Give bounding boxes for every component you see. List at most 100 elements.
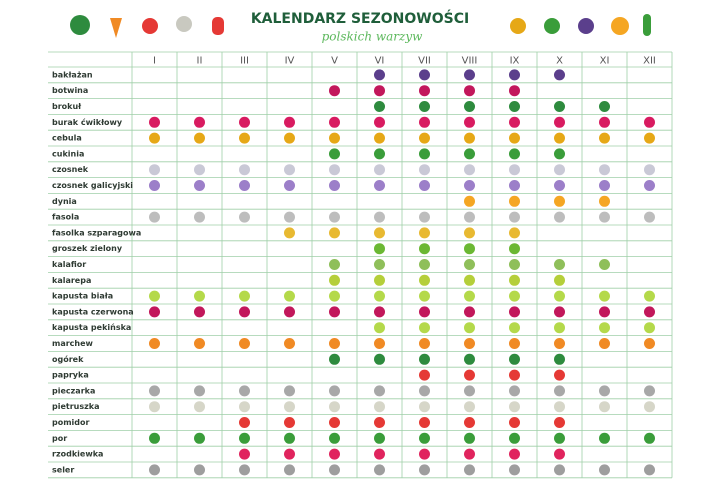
season-icon: [509, 164, 520, 176]
vegetable-name: por: [52, 434, 67, 443]
season-icon: [374, 274, 385, 286]
vegetable-name: czosnek galicyjski: [52, 181, 133, 190]
season-icon: [374, 448, 385, 460]
season-icon: [239, 290, 250, 302]
season-icon: [239, 338, 250, 349]
season-icon: [464, 259, 475, 270]
season-icon: [374, 322, 385, 334]
season-icon: [554, 369, 565, 381]
season-icon: [509, 417, 520, 428]
season-icon: [374, 116, 385, 128]
season-icon: [419, 338, 430, 349]
season-icon: [284, 132, 295, 144]
season-icon: [419, 401, 430, 413]
season-icon: [419, 306, 430, 318]
season-icon: [419, 290, 430, 302]
season-icon: [329, 401, 340, 413]
season-icon: [464, 338, 475, 349]
season-icon: [509, 101, 520, 112]
season-icon: [599, 464, 610, 476]
season-icon: [239, 432, 250, 444]
season-icon: [599, 322, 610, 334]
season-icon: [419, 417, 430, 428]
season-icon: [329, 306, 340, 318]
season-icon: [194, 338, 205, 349]
month-label: II: [197, 56, 203, 67]
season-icon: [644, 338, 655, 349]
vegetable-name: cebula: [52, 134, 82, 143]
season-icon: [509, 448, 520, 460]
season-icon: [509, 306, 520, 318]
season-icon: [509, 432, 520, 444]
season-icon: [374, 132, 385, 144]
season-icon: [194, 290, 205, 302]
season-icon: [239, 306, 250, 318]
season-icon: [464, 85, 475, 97]
season-icon: [419, 148, 430, 160]
month-label: IX: [510, 56, 520, 67]
season-icon: [329, 338, 340, 349]
season-icon: [599, 116, 610, 128]
season-icon: [644, 211, 655, 223]
season-icon: [374, 401, 385, 413]
season-icon: [374, 180, 385, 191]
vegetable-name: kalafior: [52, 260, 86, 269]
season-icon: [239, 164, 250, 176]
vegetable-name: czosnek: [52, 165, 89, 174]
season-icon: [374, 227, 385, 239]
season-icon: [644, 464, 655, 476]
season-icon: [554, 116, 565, 128]
season-icon: [464, 432, 475, 444]
vegetable-name: papryka: [52, 371, 89, 380]
season-icon: [329, 116, 340, 128]
season-icon: [284, 401, 295, 413]
season-icon: [374, 385, 385, 397]
season-icon: [599, 432, 610, 444]
season-icon: [284, 290, 295, 302]
season-icon: [464, 464, 475, 476]
season-icon: [599, 101, 610, 112]
season-icon: [239, 448, 250, 460]
season-icon: [464, 132, 475, 144]
season-icon: [239, 116, 250, 128]
season-icon: [419, 322, 430, 334]
month-label: VI: [375, 56, 385, 67]
season-icon: [554, 211, 565, 223]
season-icon: [374, 164, 385, 176]
season-icon: [149, 432, 160, 444]
season-icon: [329, 132, 340, 144]
vegetable-name: fasola: [52, 213, 79, 222]
vegetable-name: burak ćwikłowy: [52, 117, 123, 127]
season-icon: [284, 432, 295, 444]
vegetable-name: kapusta pekińska: [52, 323, 131, 332]
season-icon: [374, 243, 385, 255]
season-icon: [194, 385, 205, 397]
season-icon: [419, 85, 430, 97]
season-icon: [554, 180, 565, 191]
season-icon: [419, 116, 430, 128]
vegetable-name: rzodkiewka: [52, 450, 103, 459]
season-icon: [374, 259, 385, 270]
month-label: I: [153, 56, 156, 67]
season-icon: [284, 227, 295, 239]
season-icon: [419, 432, 430, 444]
season-icon: [644, 180, 655, 191]
season-icon: [464, 69, 475, 81]
season-icon: [239, 180, 250, 191]
season-icon: [329, 290, 340, 302]
season-icon: [419, 101, 430, 112]
season-icon: [329, 417, 340, 428]
season-icon: [509, 195, 520, 207]
season-icon: [329, 164, 340, 176]
season-icon: [329, 464, 340, 476]
table: I II III IV V VI VII VIII IX X XI XIIbakłażanbotwin…: [48, 51, 673, 479]
month-label: V: [331, 56, 338, 67]
season-icon: [374, 338, 385, 349]
season-icon: [599, 211, 610, 223]
vegetable-name: groszek zielony: [52, 244, 123, 253]
season-icon: [599, 385, 610, 397]
season-icon: [284, 448, 295, 460]
season-icon: [284, 180, 295, 191]
season-icon: [554, 322, 565, 334]
season-icon: [329, 385, 340, 397]
